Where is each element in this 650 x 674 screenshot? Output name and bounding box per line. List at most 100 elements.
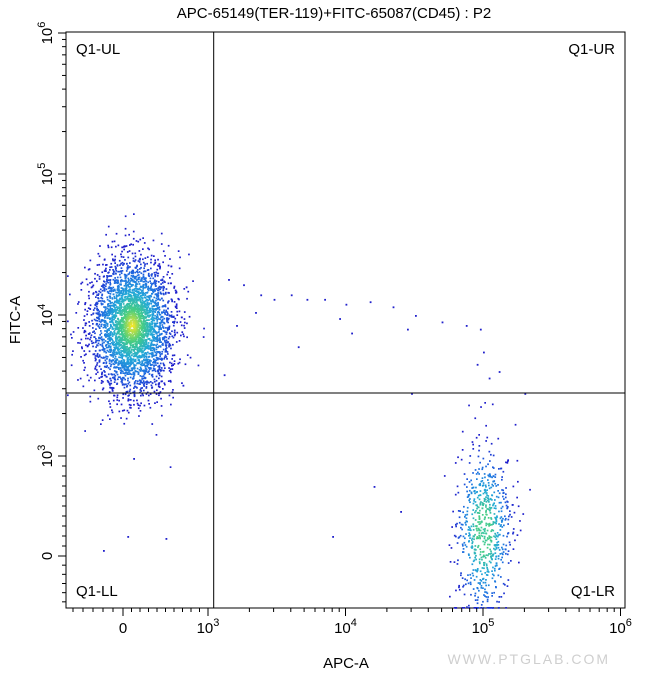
population-dot-cd45-positive [155, 340, 157, 342]
population-dot-ter119-positive [452, 510, 454, 513]
population-dot-ter119-positive [489, 475, 492, 478]
population-dot-cd45-positive [103, 356, 106, 359]
population-dot-ter119-positive [468, 554, 470, 556]
population-dot-cd45-positive [117, 301, 120, 304]
population-dot-cd45-positive [150, 333, 152, 336]
population-dot-ter119-positive [467, 553, 470, 556]
population-dot-cd45-positive [95, 338, 97, 340]
population-dot-cd45-positive [197, 364, 200, 367]
population-dot-cd45-positive [159, 341, 161, 343]
population-dot-cd45-positive [120, 369, 123, 371]
population-dot-cd45-positive [133, 355, 135, 358]
scatter-point [351, 332, 353, 335]
population-dot-ter119-positive [468, 607, 471, 609]
chart-title: APC-65149(TER-119)+FITC-65087(CD45) : P2 [177, 5, 491, 22]
population-dot-ter119-positive [507, 550, 510, 552]
population-dot-ter119-positive [492, 475, 495, 478]
population-dot-ter119-positive [471, 563, 474, 566]
population-dot-cd45-positive [111, 328, 114, 330]
population-dot-cd45-positive [137, 380, 139, 383]
population-dot-cd45-positive [186, 322, 188, 325]
population-dot-cd45-positive [129, 291, 132, 294]
population-dot-ter119-positive [507, 518, 510, 521]
population-dot-cd45-positive [159, 353, 162, 356]
population-dot-cd45-positive [132, 391, 135, 394]
population-dot-cd45-positive [147, 381, 150, 384]
population-dot-cd45-positive [94, 304, 97, 307]
population-dot-ter119-positive [498, 596, 501, 598]
population-dot-ter119-positive [490, 607, 492, 609]
population-dot-cd45-positive [142, 377, 144, 380]
population-dot-ter119-positive [471, 547, 473, 549]
population-dot-cd45-positive [152, 282, 155, 285]
population-dot-ter119-positive [490, 530, 493, 533]
population-dot-cd45-positive [111, 354, 114, 357]
population-dot-cd45-positive [149, 311, 152, 313]
population-dot-cd45-positive [83, 315, 86, 317]
population-dot-ter119-positive [475, 575, 478, 578]
population-dot-cd45-positive [169, 361, 171, 364]
population-dot-cd45-positive [94, 357, 97, 359]
population-dot-cd45-positive [152, 308, 154, 311]
population-dot-cd45-positive [158, 328, 161, 330]
population-dot-ter119-positive [477, 506, 480, 509]
population-dot-ter119-positive [458, 588, 461, 591]
population-dot-cd45-positive [137, 313, 140, 316]
population-dot-cd45-positive [148, 394, 150, 397]
population-dot-cd45-positive [134, 358, 137, 361]
population-dot-ter119-positive [505, 493, 507, 496]
population-dot-cd45-positive [118, 336, 121, 338]
population-dot-cd45-positive [109, 312, 112, 314]
population-dot-cd45-positive [111, 319, 114, 321]
population-dot-cd45-positive [120, 333, 123, 336]
population-dot-cd45-positive [113, 350, 115, 352]
population-dot-cd45-positive [103, 341, 105, 344]
population-dot-cd45-positive [136, 301, 138, 304]
population-dot-cd45-positive [121, 380, 123, 382]
population-dot-cd45-positive [92, 341, 95, 344]
population-dot-ter119-positive [462, 544, 464, 547]
population-dot-cd45-positive [118, 300, 121, 303]
population-dot-cd45-positive [107, 303, 110, 305]
population-dot-cd45-positive [129, 311, 132, 314]
population-dot-cd45-positive [135, 265, 138, 268]
population-dot-ter119-positive [490, 561, 492, 564]
population-dot-cd45-positive [157, 304, 159, 306]
population-dot-ter119-positive [485, 465, 487, 468]
population-dot-cd45-positive [143, 355, 145, 358]
population-dot-ter119-positive [498, 510, 500, 513]
population-dot-cd45-positive [150, 342, 153, 345]
population-dot-cd45-positive [143, 304, 146, 306]
population-dot-cd45-positive [148, 403, 150, 405]
population-dot-ter119-positive [481, 468, 484, 471]
population-dot-cd45-positive [148, 368, 151, 371]
population-dot-cd45-positive [142, 389, 145, 392]
population-dot-cd45-positive [97, 300, 100, 302]
population-dot-ter119-positive [506, 500, 508, 503]
population-dot-cd45-positive [124, 336, 126, 339]
population-dot-cd45-positive [117, 312, 119, 314]
population-dot-cd45-positive [122, 291, 125, 294]
population-dot-cd45-positive [108, 271, 110, 274]
population-dot-cd45-positive [160, 375, 163, 378]
population-dot-cd45-positive [159, 355, 161, 358]
population-dot-cd45-positive [128, 369, 131, 372]
population-dot-cd45-positive [173, 287, 175, 289]
population-dot-ter119-positive [493, 491, 496, 494]
population-dot-ter119-positive [489, 460, 491, 462]
population-dot-ter119-positive [469, 455, 472, 457]
population-dot-cd45-positive [155, 280, 158, 282]
population-dot-ter119-positive [484, 588, 486, 591]
population-dot-cd45-positive [106, 349, 109, 352]
population-dot-cd45-positive [160, 359, 163, 361]
population-dot-cd45-positive [144, 346, 147, 348]
population-dot-cd45-positive [135, 330, 138, 332]
population-dot-cd45-positive [158, 351, 161, 353]
population-dot-cd45-positive [138, 324, 141, 327]
population-dot-cd45-positive [109, 365, 112, 368]
population-dot-ter119-positive [505, 487, 507, 489]
population-dot-cd45-positive [154, 368, 156, 370]
population-dot-cd45-positive [103, 311, 106, 314]
population-dot-cd45-positive [118, 342, 121, 344]
population-dot-cd45-positive [109, 323, 112, 326]
